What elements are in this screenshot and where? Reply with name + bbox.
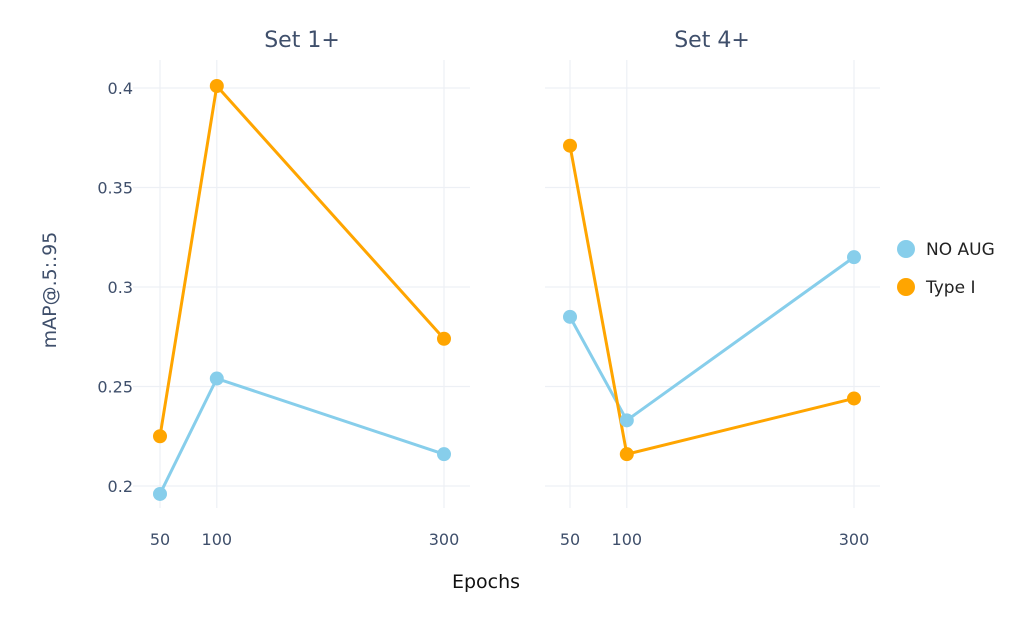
legend-marker-no-aug <box>897 240 915 258</box>
y-tick-label: 0.3 <box>108 278 133 297</box>
data-point-type-i <box>153 429 167 444</box>
data-point-no-aug <box>619 413 634 428</box>
panel-1-grid <box>133 60 470 508</box>
panel-2-title: Set 4+ <box>674 28 750 53</box>
x-tick-label: 100 <box>612 530 643 549</box>
panel-1-x-axis-ticks: 50 100 300 <box>150 530 459 549</box>
data-point-type-i <box>847 391 861 406</box>
data-point-type-i <box>563 138 577 153</box>
x-tick-label: 50 <box>150 530 170 549</box>
panel-1-series <box>153 79 451 501</box>
series-line-type-i <box>158 84 446 437</box>
data-point-no-aug <box>847 250 861 265</box>
x-tick-label: 100 <box>202 530 233 549</box>
data-point-type-i <box>209 79 224 94</box>
data-point-no-aug <box>153 486 167 501</box>
y-tick-label: 0.35 <box>97 179 133 198</box>
panel-set-4: Set 4+ 50 100 300 <box>545 28 880 549</box>
legend-marker-type-i <box>897 278 915 296</box>
panel-set-1: Set 1+ 0.2 0.25 0.3 0.35 0.4 50 100 300 <box>97 28 470 549</box>
legend-label-type-i: Type I <box>925 278 975 298</box>
legend: NO AUG Type I <box>897 240 995 298</box>
x-tick-label: 300 <box>839 530 870 549</box>
series-line-type-i <box>568 145 855 456</box>
data-point-type-i <box>437 331 451 346</box>
x-tick-label: 300 <box>429 530 460 549</box>
panel-1-title: Set 1+ <box>264 28 340 53</box>
y-tick-label: 0.2 <box>108 477 133 496</box>
y-axis-ticks: 0.2 0.25 0.3 0.35 0.4 <box>97 79 133 496</box>
panel-2-grid <box>545 60 880 508</box>
legend-label-no-aug: NO AUG <box>926 240 995 260</box>
y-tick-label: 0.4 <box>108 79 133 98</box>
x-tick-label: 50 <box>560 530 580 549</box>
data-point-no-aug <box>437 447 451 462</box>
panel-2-x-axis-ticks: 50 100 300 <box>560 530 869 549</box>
x-axis-label: Epochs <box>452 571 520 593</box>
y-tick-label: 0.25 <box>97 378 133 397</box>
data-point-type-i <box>619 447 634 462</box>
series-line-no-aug <box>568 255 855 422</box>
series-line-no-aug <box>158 377 445 495</box>
data-point-no-aug <box>209 371 224 386</box>
panel-2-series <box>563 138 861 462</box>
data-point-no-aug <box>563 309 577 324</box>
y-axis-label: mAP@.5:.95 <box>39 232 61 349</box>
